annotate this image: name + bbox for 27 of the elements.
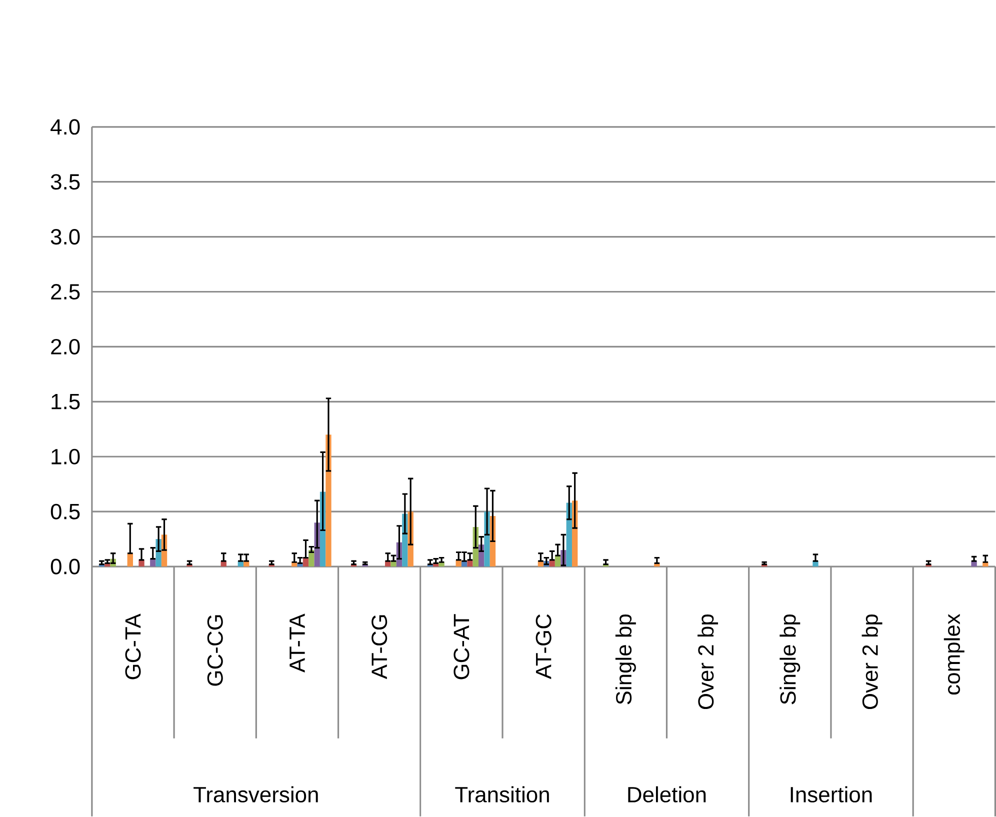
bar	[326, 434, 332, 566]
x-tick-label: Over 2 bp	[862, 614, 882, 709]
y-tick-label: 4.0	[50, 118, 80, 135]
y-tick-label: 1.5	[52, 394, 80, 410]
y-tick-label: 3.5	[50, 174, 80, 190]
x-tick-label: Single bp	[615, 614, 636, 704]
y-tick-label: 0.0	[50, 558, 80, 574]
x-tick-label: Single bp	[780, 614, 800, 704]
text: Transversion	[194, 786, 318, 802]
bar	[308, 550, 314, 566]
x-tick-label: GC-TA	[125, 613, 141, 680]
y-tick-label: 2.0	[51, 338, 80, 354]
text: Deletion	[628, 786, 706, 802]
x-tick-label: complex	[944, 614, 964, 694]
bar	[127, 553, 133, 566]
y-tick-label: 1.0	[52, 448, 80, 464]
y-tick-label: 3.0	[50, 228, 80, 244]
x-tick-label: AT-GC	[536, 614, 552, 679]
x-tick-label: GC-CG	[207, 615, 223, 686]
x-tick-label: AT-CG	[372, 615, 388, 679]
x-tick-label: Over 2 bp	[698, 614, 718, 709]
y-tick-label: 2.5	[51, 284, 80, 300]
x-tick-label: AT-TA	[290, 613, 305, 672]
text: Transition	[455, 786, 549, 802]
x-tick-label: GC-AT	[454, 614, 470, 680]
text: Insertion	[790, 786, 872, 802]
y-tick-label: 0.5	[50, 504, 80, 520]
